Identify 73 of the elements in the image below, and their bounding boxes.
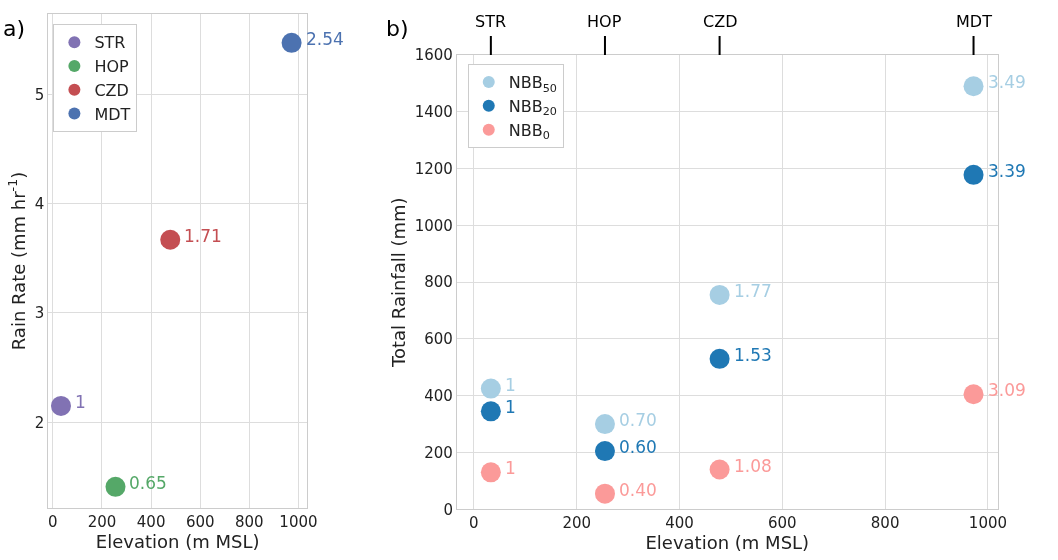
point: [963, 76, 984, 97]
y-axis-title: Total Rainfall (mm): [387, 197, 409, 368]
point: [50, 395, 71, 416]
point: [709, 459, 730, 480]
legend-label: MDT: [94, 104, 131, 124]
y-tick-label: 1600: [414, 46, 453, 65]
y-tick-label: 3: [34, 304, 45, 323]
annotation: 1: [505, 397, 516, 417]
point: [963, 164, 984, 185]
y-tick-label: 400: [424, 386, 453, 405]
annotation: 0.40: [619, 480, 657, 500]
y-tick-label: 5: [34, 85, 45, 104]
y-tick-label: 1400: [414, 103, 453, 122]
annotation: 1: [505, 375, 516, 395]
point: [480, 378, 501, 399]
x-tick-label: 400: [136, 512, 166, 531]
annotation: 0.60: [619, 437, 657, 457]
x-axis-title: Elevation (m MSL): [95, 530, 260, 552]
y-tick-label: 1200: [414, 159, 453, 178]
point: [281, 32, 302, 53]
point: [963, 384, 984, 405]
point: [594, 414, 615, 435]
annotation: 0.65: [129, 473, 167, 493]
x-axis-title: Elevation (m MSL): [645, 532, 810, 554]
legend-label: CZD: [94, 81, 129, 101]
point: [594, 441, 615, 462]
annotation: 3.09: [988, 380, 1026, 400]
annotation: 1.53: [734, 345, 772, 365]
y-tick-label: 600: [424, 330, 453, 349]
annotation: 1.71: [184, 226, 222, 246]
annotation: MDT: [956, 12, 993, 31]
annotation: 3.39: [988, 161, 1026, 181]
x-tick-label: 600: [185, 512, 215, 531]
legend-label: NBB$_{50}$: [508, 73, 557, 95]
annotation: 3.49: [988, 72, 1026, 92]
point: [709, 284, 730, 305]
x-tick-label: 800: [870, 514, 900, 533]
x-tick-label: 0: [469, 514, 479, 533]
x-tick-label: 0: [48, 512, 58, 531]
legend-label: HOP: [94, 57, 130, 77]
chart-title: a): [3, 16, 26, 41]
y-tick-label: 4: [34, 194, 45, 213]
x-tick-label: 200: [87, 512, 117, 531]
x-tick-label: 600: [768, 514, 797, 533]
annotation: 0.70: [619, 410, 657, 430]
y-tick-label: 800: [424, 273, 453, 292]
x-tick-label: 200: [562, 514, 592, 533]
annotation: 1.77: [734, 281, 772, 301]
point: [594, 483, 615, 504]
point: [709, 348, 730, 369]
annotation: 1: [505, 458, 516, 478]
x-tick-label: 800: [235, 512, 264, 531]
annotation: 1.08: [734, 456, 772, 476]
y-tick-label: 2: [34, 413, 45, 432]
chart-title: b): [386, 16, 409, 41]
x-tick-label: 1000: [279, 512, 318, 531]
legend-label: NBB$_{20}$: [508, 97, 557, 119]
point: [105, 476, 126, 497]
point: [160, 229, 181, 250]
annotation: CZD: [703, 12, 738, 31]
y-tick-label: 200: [424, 443, 453, 462]
annotation: STR: [475, 12, 507, 31]
annotation: 2.54: [306, 29, 344, 49]
point: [480, 462, 501, 483]
y-tick-label: 0: [443, 500, 453, 519]
x-tick-label: 1000: [968, 514, 1008, 533]
annotation: HOP: [587, 12, 622, 31]
annotation: 1: [75, 392, 86, 412]
legend-label: NBB$_{0}$: [508, 120, 550, 143]
x-tick-label: 400: [665, 514, 694, 533]
legend-label: STR: [94, 33, 126, 53]
point: [480, 401, 501, 422]
y-tick-label: 1000: [414, 216, 453, 235]
